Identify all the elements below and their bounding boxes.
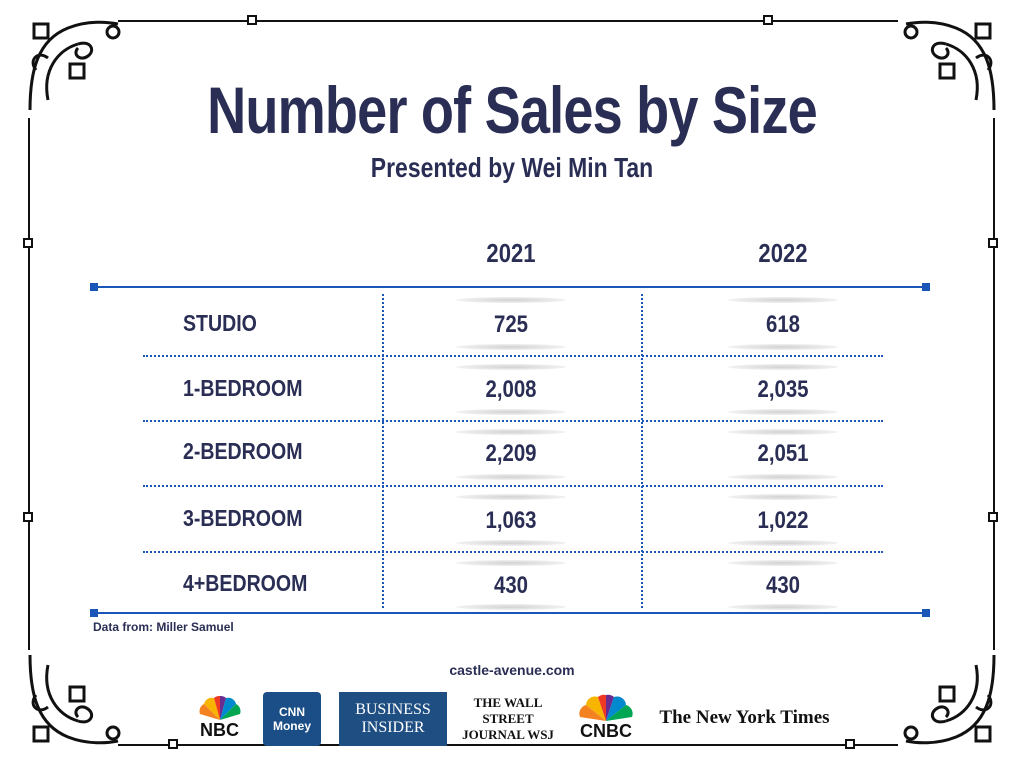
cell-shadow	[456, 297, 566, 303]
nbc-logo: NBC	[192, 690, 247, 745]
row-divider	[143, 485, 883, 487]
table-cell-studio-2022: 618	[765, 311, 801, 338]
wsj-logo-text: THE WALL STREET JOURNAL WSJ	[462, 695, 554, 742]
table-cell-2-bedroom-2022: 2,051	[757, 440, 809, 467]
frame-node	[763, 15, 773, 25]
cell-shadow	[456, 494, 566, 500]
cell-shadow	[728, 474, 838, 480]
row-label-1-bedroom: 1-BEDROOM	[183, 375, 303, 401]
chart-title: Number of Sales by Size	[207, 73, 818, 147]
row-label-2-bedroom: 2-BEDROOM	[183, 438, 303, 464]
website-url: castle-avenue.com	[449, 662, 575, 678]
cell-shadow	[728, 297, 838, 303]
cnbc-logo-text: CNBC	[580, 721, 632, 741]
table-cell-3-bedroom-2021: 1,063	[485, 507, 537, 534]
cell-shadow	[456, 429, 566, 435]
rule-endpoint	[90, 283, 98, 291]
frame-node	[988, 238, 998, 248]
frame-top	[118, 20, 898, 22]
row-label-studio: STUDIO	[183, 310, 257, 336]
cell-shadow	[728, 540, 838, 546]
cell-shadow	[456, 540, 566, 546]
cell-shadow	[456, 474, 566, 480]
cell-shadow	[456, 409, 566, 415]
chart-subtitle: Presented by Wei Min Tan	[370, 152, 654, 183]
cell-shadow	[728, 364, 838, 370]
cell-shadow	[456, 344, 566, 350]
nyt-logo-text: The New York Times	[659, 706, 830, 728]
row-divider	[143, 420, 883, 422]
table-cell-1-bedroom-2022: 2,035	[757, 376, 809, 403]
cell-shadow	[456, 364, 566, 370]
column-divider	[382, 294, 384, 608]
business-insider-logo-text: BUSINESS INSIDER	[355, 701, 431, 736]
table-cell-3-bedroom-2022: 1,022	[757, 507, 809, 534]
cell-shadow	[728, 560, 838, 566]
table-cell-studio-2021: 725	[493, 311, 529, 338]
column-header-2022: 2022	[758, 238, 808, 268]
table-bottom-rule	[93, 612, 929, 614]
corner-ornament-top-right	[903, 20, 996, 111]
corner-ornament-bottom-right	[903, 654, 996, 745]
rule-endpoint	[90, 609, 98, 617]
frame-node	[23, 238, 33, 248]
frame-node	[247, 15, 257, 25]
table-cell-4-bedroom-2022: 430	[765, 572, 801, 599]
cnn-money-logo-text: CNN Money	[272, 705, 311, 733]
frame-node	[988, 512, 998, 522]
cnn-money-logo: CNN Money	[263, 692, 321, 746]
data-source-note: Data from: Miller Samuel	[93, 620, 234, 634]
column-header-2021: 2021	[486, 238, 536, 268]
frame-right	[993, 118, 995, 650]
row-label-4-bedroom: 4+BEDROOM	[183, 570, 308, 596]
frame-node	[845, 739, 855, 749]
table-cell-4-bedroom-2021: 430	[493, 572, 529, 599]
cnbc-logo: CNBC	[566, 690, 646, 745]
row-divider	[143, 551, 883, 553]
cell-shadow	[456, 560, 566, 566]
cell-shadow	[728, 409, 838, 415]
rule-endpoint	[922, 283, 930, 291]
business-insider-logo: BUSINESS INSIDER	[339, 692, 447, 746]
table-top-rule	[93, 286, 929, 288]
wsj-logo: THE WALL STREET JOURNAL WSJ	[458, 690, 558, 748]
row-label-3-bedroom: 3-BEDROOM	[183, 505, 303, 531]
table-cell-2-bedroom-2021: 2,209	[485, 440, 537, 467]
peacock-icon	[198, 695, 241, 720]
frame-bottom	[118, 744, 898, 746]
corner-ornament-top-left	[28, 20, 121, 111]
rule-endpoint	[922, 609, 930, 617]
table-cell-1-bedroom-2021: 2,008	[485, 376, 537, 403]
cell-shadow	[728, 604, 838, 610]
row-divider	[143, 355, 883, 357]
cell-shadow	[728, 344, 838, 350]
cell-shadow	[728, 429, 838, 435]
corner-ornament-bottom-left	[28, 654, 121, 745]
frame-left	[28, 118, 30, 650]
nyt-logo: The New York Times	[652, 690, 837, 745]
cell-shadow	[728, 494, 838, 500]
frame-node	[23, 512, 33, 522]
frame-node	[168, 739, 178, 749]
column-divider	[641, 294, 643, 608]
cell-shadow	[456, 604, 566, 610]
nbc-logo-text: NBC	[200, 720, 239, 740]
cnbc-peacock-icon	[579, 694, 633, 721]
